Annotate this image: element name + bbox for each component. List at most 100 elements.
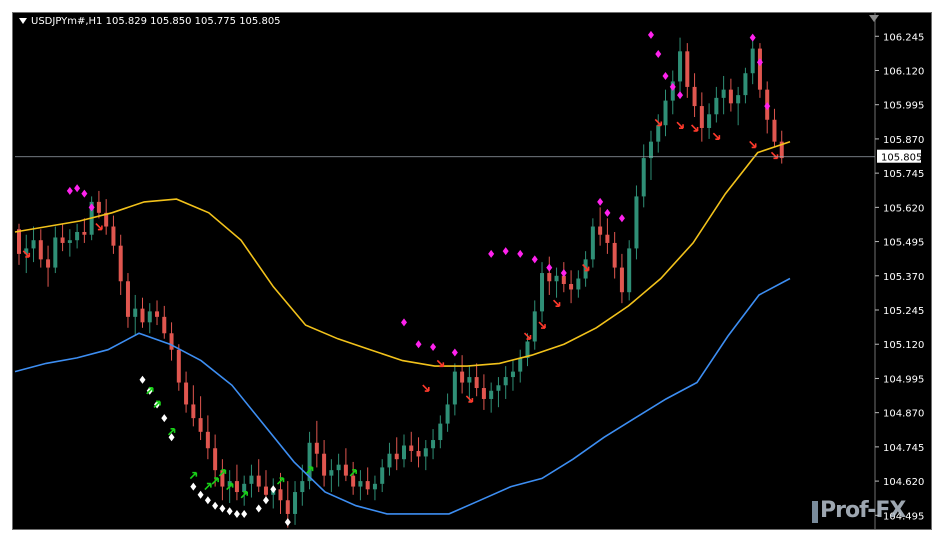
up-arrow-icon	[211, 477, 219, 485]
candle-body	[467, 377, 472, 383]
down-arrow-icon	[538, 321, 546, 329]
symbol-ohlc-text: USDJPYm#,H1 105.829 105.850 105.775 105.…	[31, 16, 281, 27]
candle-body	[569, 284, 574, 290]
candle-body	[634, 196, 639, 249]
candle-body	[293, 492, 298, 514]
candle-body	[736, 95, 741, 104]
diamond-marker-icon	[756, 58, 763, 67]
up-arrow-icon	[218, 469, 227, 477]
candle-body	[452, 371, 457, 405]
candle-body	[489, 390, 494, 399]
candle-body	[460, 371, 465, 383]
candle-body	[169, 333, 174, 350]
diamond-marker-icon	[161, 414, 168, 423]
up-arrow-icon	[146, 386, 154, 395]
candle-body	[96, 201, 101, 213]
price-tick-label: 105.620	[883, 203, 924, 214]
candle-body	[198, 418, 203, 432]
diamond-marker-icon	[241, 509, 248, 518]
candle-body	[503, 377, 508, 386]
down-arrow-icon	[465, 395, 474, 403]
candle-body	[496, 385, 501, 391]
diamond-marker-icon	[677, 91, 684, 100]
up-arrow-icon	[349, 469, 357, 477]
diamond-marker-icon	[560, 269, 567, 278]
up-arrow-icon	[240, 490, 248, 499]
candle-body	[300, 481, 305, 493]
candle-body	[46, 259, 51, 268]
candle-body	[743, 73, 748, 96]
up-arrow-icon	[167, 428, 176, 436]
candle-body	[133, 308, 138, 317]
diamond-marker-icon	[255, 504, 262, 513]
candle-body	[445, 404, 450, 424]
candle-body	[779, 141, 784, 159]
down-arrow-icon	[422, 384, 430, 392]
up-arrow-icon	[306, 466, 314, 474]
diamond-marker-icon	[531, 255, 538, 264]
diamond-marker-icon	[546, 263, 553, 272]
diamond-marker-icon	[66, 186, 73, 195]
diamond-marker-icon	[764, 102, 771, 111]
candle-body	[699, 106, 704, 128]
down-arrow-icon	[654, 118, 663, 127]
candle-body	[547, 273, 552, 282]
candle-body	[53, 237, 58, 268]
price-tick-label: 104.870	[883, 409, 924, 420]
candle-body	[307, 442, 312, 482]
candle-body	[256, 475, 261, 487]
candle-body	[118, 245, 123, 282]
candle-body	[67, 240, 72, 243]
diamond-marker-icon	[139, 375, 146, 384]
candle-body	[757, 48, 762, 90]
diamond-marker-icon	[219, 504, 226, 513]
diamond-marker-icon	[74, 184, 81, 193]
diamond-marker-icon	[401, 318, 407, 327]
price-chart[interactable]: 106.245 106.120 105.995 105.870 105.745 105.6…	[13, 13, 931, 529]
candle-body	[772, 119, 777, 142]
dropdown-triangle-icon[interactable]	[19, 18, 27, 24]
candle-body	[314, 442, 319, 454]
candle-body	[656, 125, 661, 142]
candle-body	[242, 483, 247, 493]
chart-window[interactable]: 106.245 106.120 105.995 105.870 105.745 105.6…	[12, 12, 932, 530]
candle-body	[278, 489, 283, 501]
candle-body	[220, 470, 225, 487]
price-tick-label: 104.745	[883, 443, 924, 454]
down-arrow-icon	[770, 151, 779, 160]
down-arrow-icon	[749, 140, 757, 149]
scroll-shift-icon[interactable]	[869, 15, 879, 22]
price-tick-label: 105.245	[883, 306, 924, 317]
up-arrow-icon	[153, 400, 161, 409]
price-tick-label: 106.245	[883, 32, 924, 43]
down-arrow-icon	[582, 264, 590, 272]
price-tick-label: 105.495	[883, 238, 924, 249]
candle-body	[423, 448, 428, 457]
candle-body	[605, 234, 610, 243]
candle-body	[60, 237, 65, 243]
candle-body	[714, 97, 719, 115]
candle-body	[728, 89, 733, 104]
price-tick-label: 105.745	[883, 169, 924, 180]
diamond-marker-icon	[451, 348, 458, 357]
diamond-marker-icon	[233, 509, 240, 518]
candle-body	[285, 500, 290, 514]
candle-body	[111, 226, 116, 246]
candle-body	[24, 248, 29, 254]
price-tick-label: 105.870	[883, 135, 924, 146]
diamond-marker-icon	[270, 485, 277, 494]
up-arrow-icon	[226, 482, 234, 491]
down-arrow-icon	[691, 124, 699, 132]
candle-body	[104, 212, 109, 227]
candle-body	[648, 141, 653, 159]
candle-body	[75, 231, 80, 241]
candle-body	[38, 240, 43, 260]
candle-body	[721, 89, 726, 98]
ma-fast-line	[14, 140, 791, 367]
chart-header: USDJPYm#,H1 105.829 105.850 105.775 105.…	[19, 16, 281, 27]
diamond-marker-icon	[430, 342, 437, 351]
diamond-marker-icon	[502, 247, 509, 256]
candle-body	[351, 475, 356, 487]
candle-body	[176, 349, 181, 383]
diamond-marker-icon	[655, 50, 662, 59]
